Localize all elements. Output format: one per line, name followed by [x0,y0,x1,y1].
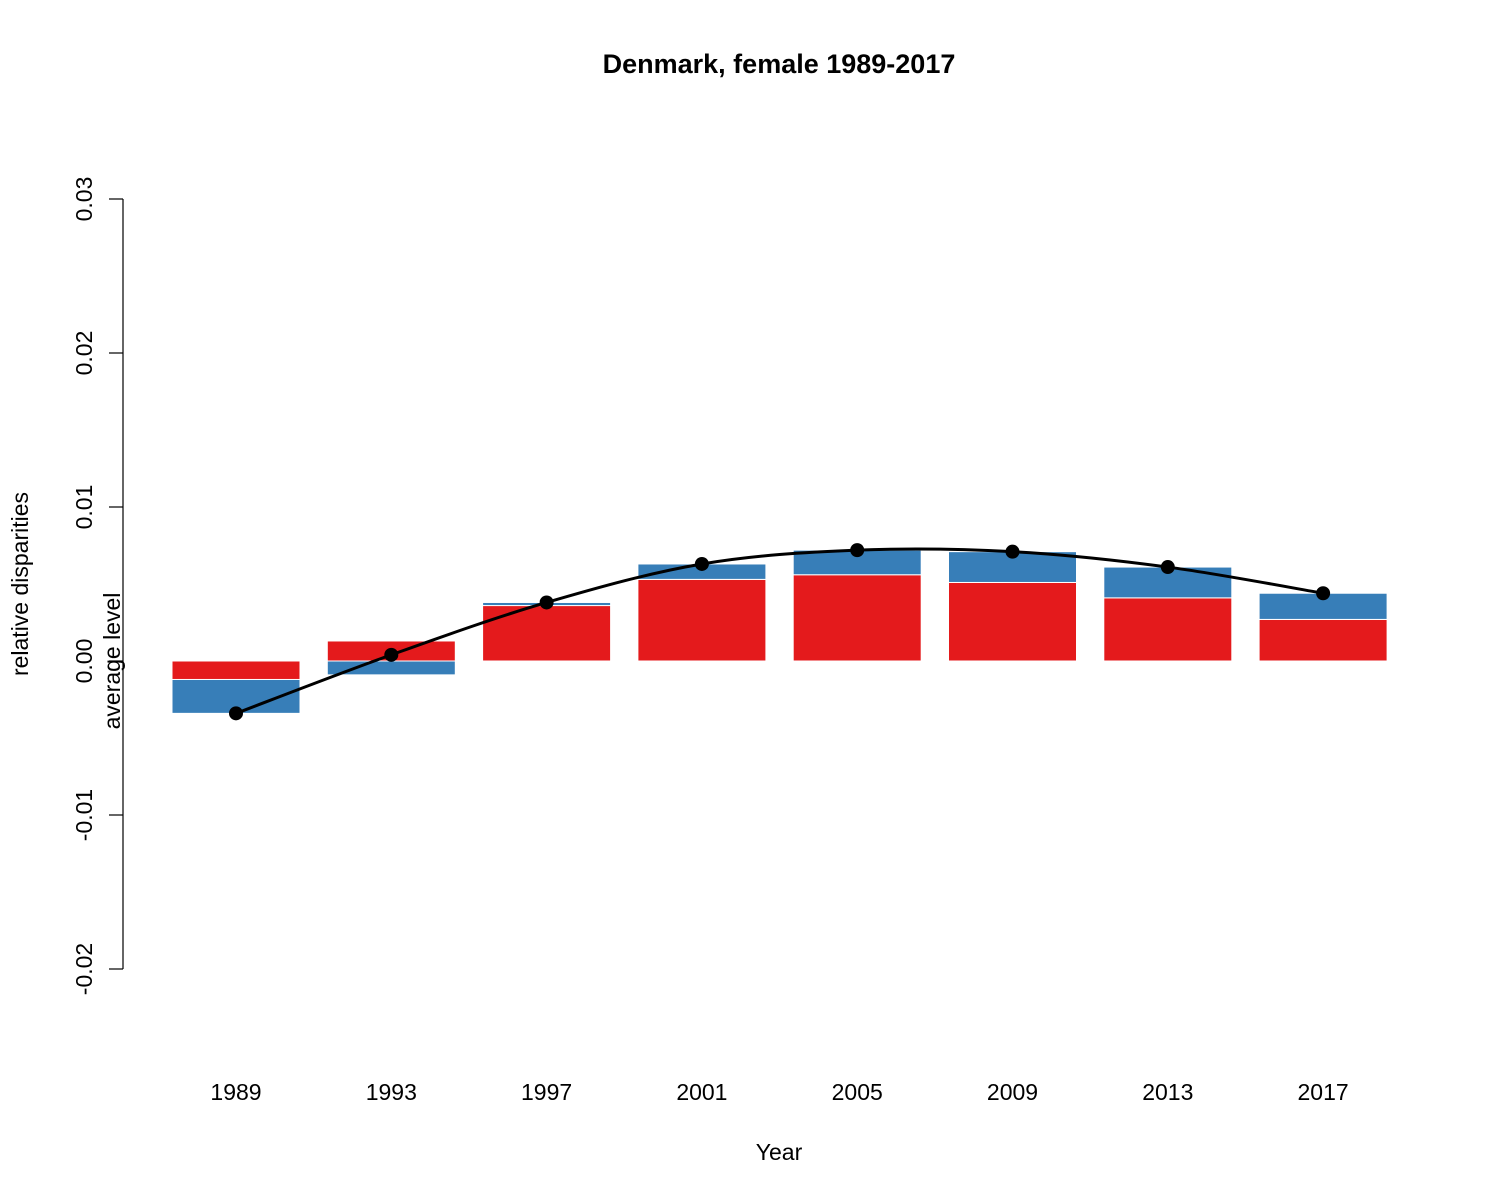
bar-segment [792,574,922,662]
y-tick-label: 0.02 [71,331,97,376]
trend-line [235,547,1324,715]
bar-segment [948,581,1077,662]
x-tick-label: 2001 [676,1079,727,1105]
y-axis: -0.02 -0.01 0.00 0.01 0.02 0.03 [71,177,124,995]
bar-segment [1258,618,1388,662]
trend-point [384,647,399,662]
x-tick-label: 2017 [1298,1079,1349,1105]
trend-point [1005,544,1020,559]
y-tick-label: -0.02 [71,943,97,995]
y-tick-label: 0.03 [71,177,97,222]
x-tick-label: 2005 [832,1079,883,1105]
trend-point [1316,586,1331,601]
chart-title: Denmark, female 1989-2017 [603,49,956,79]
bar-segment [482,605,612,662]
trend-line-group [229,543,1331,721]
bar-segment [171,660,301,680]
bar-segment [1103,597,1233,662]
x-tick-label: 1993 [366,1079,417,1105]
trend-point [850,543,865,558]
x-axis: 1989 1993 1997 2001 2005 2009 2013 2017 [210,1079,1348,1105]
trend-point [539,595,554,610]
y-axis-label: relative disparities [7,492,33,676]
y-tick-label: 0.00 [71,639,97,684]
x-tick-label: 1989 [210,1079,261,1105]
trend-point [1160,560,1175,575]
y-tick-label: 0.01 [71,485,97,530]
trend-point [694,556,709,571]
trend-point [229,706,243,721]
bars [171,549,1388,714]
x-tick-label: 2009 [987,1079,1038,1105]
x-tick-label: 2013 [1142,1079,1193,1105]
x-tick-label: 1997 [521,1079,572,1105]
bar-segment [637,578,767,662]
x-axis-label: Year [756,1139,803,1165]
y-tick-label: -0.01 [71,789,97,841]
